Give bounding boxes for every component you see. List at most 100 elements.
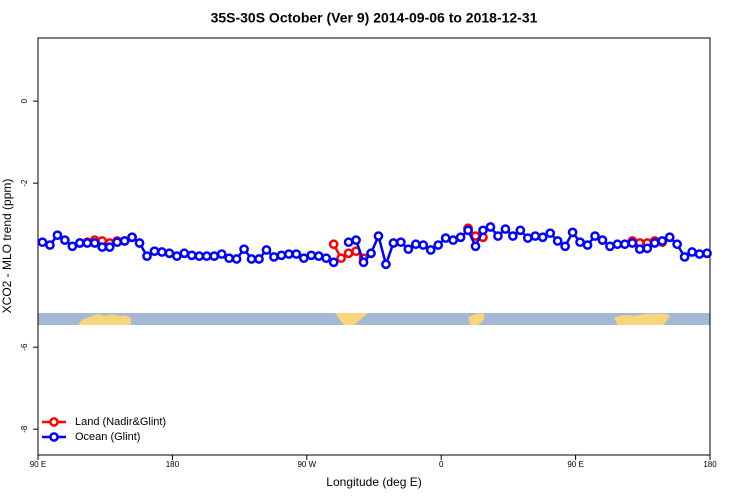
y-tick-label: -8 (20, 425, 29, 433)
data-point (306, 250, 317, 261)
data-point (321, 253, 332, 264)
data-point (418, 240, 429, 250)
chart-title: 35S-30S October (Ver 9) 2014-09-06 to 20… (211, 10, 538, 26)
land-shape (335, 313, 368, 325)
legend-label: Land (Nadir&Glint) (75, 416, 166, 428)
data-point (224, 253, 234, 264)
data-point (45, 240, 55, 250)
data-point (358, 257, 369, 268)
data-point (664, 232, 675, 243)
data-point (687, 247, 697, 257)
data-point (455, 232, 466, 243)
data-point (201, 251, 212, 261)
data-point (366, 248, 376, 259)
data-point (537, 232, 548, 243)
data-point (186, 250, 197, 261)
data-point (209, 251, 220, 261)
data-point (410, 239, 421, 250)
data-point (567, 227, 578, 238)
data-point (478, 225, 488, 236)
y-axis-label: XCO2 - MLO trend (ppm) (0, 179, 14, 314)
data-point (60, 235, 70, 245)
data-point (440, 233, 451, 243)
data-point (493, 231, 503, 241)
data-point (179, 248, 190, 259)
data-point (291, 249, 302, 259)
data-point (164, 248, 175, 259)
land-shape (78, 314, 131, 325)
data-point (642, 243, 653, 254)
data-point (679, 252, 690, 262)
data-point (403, 244, 414, 255)
data-point (82, 238, 93, 248)
data-point (463, 225, 473, 236)
data-point (657, 236, 668, 246)
x-tick-label: 90 E (567, 460, 583, 469)
data-point (388, 238, 399, 248)
data-point (552, 236, 563, 246)
plot-frame (37, 37, 711, 456)
data-point (649, 238, 660, 248)
data-point (634, 244, 645, 255)
data-point (261, 245, 272, 255)
data-point (269, 252, 279, 262)
legend-marker (49, 432, 59, 442)
x-tick-label: 90 E (30, 460, 46, 469)
data-point (530, 231, 541, 241)
data-point (702, 248, 712, 259)
data-point (149, 246, 160, 257)
data-point (343, 237, 354, 248)
data-point (605, 241, 615, 252)
data-point (500, 224, 511, 234)
data-point (112, 237, 122, 248)
data-point (97, 242, 108, 252)
data-point (620, 239, 630, 250)
data-point (694, 249, 705, 259)
data-point (157, 247, 167, 257)
data-point (239, 244, 249, 255)
legend-label: Ocean (Glint) (75, 431, 140, 443)
data-point (231, 254, 242, 264)
data-point (74, 238, 85, 248)
data-point (134, 238, 145, 248)
data-point (336, 253, 346, 264)
land-shape (614, 313, 670, 325)
data-point (284, 249, 294, 259)
data-point (328, 257, 339, 268)
data-point (254, 254, 264, 264)
ocean-strip (38, 313, 710, 325)
data-point (381, 259, 391, 270)
y-tick-label: -6 (20, 343, 29, 351)
data-point (545, 228, 556, 239)
data-point (276, 250, 287, 261)
data-point (119, 236, 130, 246)
x-axis-label: Longitude (deg E) (326, 475, 421, 489)
land-shape (468, 313, 485, 325)
legend-marker (49, 417, 59, 427)
y-tick-label: -2 (20, 179, 29, 187)
data-point (298, 253, 309, 264)
data-point (508, 231, 518, 241)
data-point (343, 248, 354, 259)
data-point (597, 235, 608, 245)
data-point (448, 235, 458, 245)
data-point (515, 225, 526, 236)
data-point (194, 251, 205, 261)
data-point (590, 231, 600, 241)
data-point (104, 242, 115, 252)
x-tick-label: 0 (439, 460, 444, 469)
x-tick-label: 180 (166, 460, 180, 469)
y-tick-label: 0 (20, 98, 29, 103)
data-point (627, 238, 638, 248)
data-point (612, 239, 623, 250)
data-point (470, 241, 481, 252)
data-point (127, 232, 137, 243)
data-point (52, 230, 63, 241)
data-point (485, 222, 496, 232)
data-point (582, 240, 593, 250)
data-point (672, 239, 682, 250)
x-tick-label: 90 W (297, 460, 316, 469)
data-point (351, 235, 361, 245)
x-tick-label: 180 (703, 460, 717, 469)
